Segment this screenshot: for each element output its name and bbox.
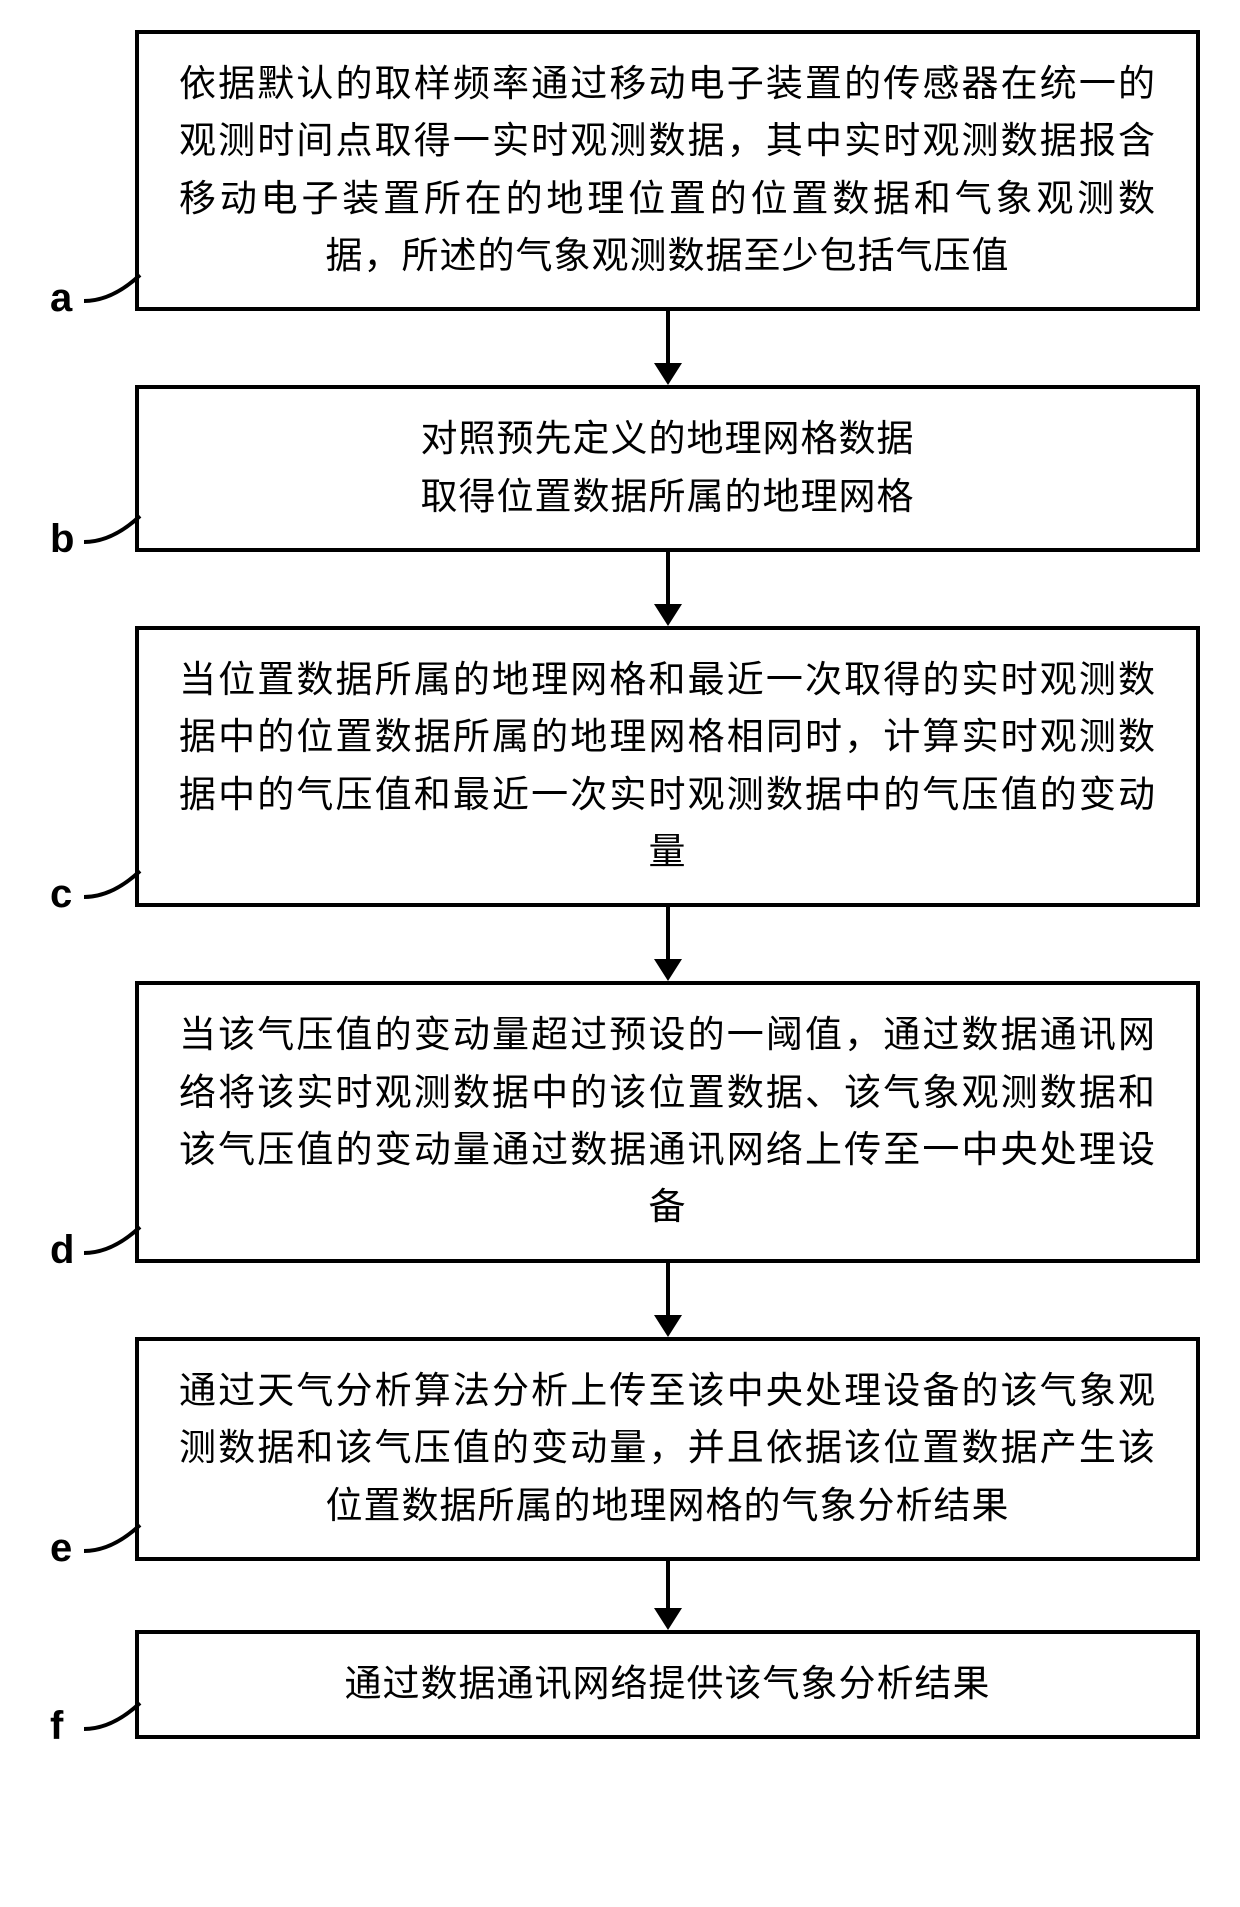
connector-curve-icon bbox=[82, 1701, 142, 1731]
arrow-line bbox=[666, 311, 670, 364]
connector-curve-icon bbox=[82, 1523, 142, 1553]
step-label-letter: e bbox=[50, 1526, 72, 1571]
flowchart-arrow bbox=[654, 311, 682, 385]
step-label-area: d bbox=[40, 981, 135, 1262]
connector-curve-icon bbox=[82, 869, 142, 899]
flowchart-box: 通过天气分析算法分析上传至该中央处理设备的该气象观测数据和该气压值的变动量，并且… bbox=[135, 1337, 1200, 1561]
connector-curve-icon bbox=[82, 1225, 142, 1255]
flowchart-step-b: b 对照预先定义的地理网格数据取得位置数据所属的地理网格 bbox=[40, 385, 1200, 552]
flowchart-step-d: d当该气压值的变动量超过预设的一阈值，通过数据通讯网络将该实时观测数据中的该位置… bbox=[40, 981, 1200, 1262]
step-label-letter: a bbox=[50, 276, 72, 321]
flowchart-box-text: 对照预先定义的地理网格数据取得位置数据所属的地理网格 bbox=[179, 411, 1156, 526]
flowchart-box-text: 通过数据通讯网络提供该气象分析结果 bbox=[179, 1656, 1156, 1713]
flowchart-box-text: 通过天气分析算法分析上传至该中央处理设备的该气象观测数据和该气压值的变动量，并且… bbox=[179, 1363, 1156, 1535]
flowchart-box: 对照预先定义的地理网格数据取得位置数据所属的地理网格 bbox=[135, 385, 1200, 552]
arrow-wrapper bbox=[40, 1561, 1200, 1630]
arrow-head-icon bbox=[654, 604, 682, 626]
flowchart-arrow bbox=[654, 552, 682, 626]
flowchart-arrow bbox=[654, 907, 682, 981]
flowchart-box: 当该气压值的变动量超过预设的一阈值，通过数据通讯网络将该实时观测数据中的该位置数… bbox=[135, 981, 1200, 1262]
arrow-wrapper bbox=[40, 311, 1200, 385]
step-label-area: b bbox=[40, 385, 135, 552]
flowchart-step-c: c当位置数据所属的地理网格和最近一次取得的实时观测数据中的位置数据所属的地理网格… bbox=[40, 626, 1200, 907]
step-label-area: f bbox=[40, 1630, 135, 1739]
flowchart-box-text: 当该气压值的变动量超过预设的一阈值，通过数据通讯网络将该实时观测数据中的该位置数… bbox=[179, 1007, 1156, 1236]
flowchart-box-text: 当位置数据所属的地理网格和最近一次取得的实时观测数据中的位置数据所属的地理网格相… bbox=[179, 652, 1156, 881]
step-label-area: e bbox=[40, 1337, 135, 1561]
flowchart-box: 依据默认的取样频率通过移动电子装置的传感器在统一的观测时间点取得一实时观测数据，… bbox=[135, 30, 1200, 311]
arrow-wrapper bbox=[40, 907, 1200, 981]
arrow-wrapper bbox=[40, 1263, 1200, 1337]
flowchart-container: a依据默认的取样频率通过移动电子装置的传感器在统一的观测时间点取得一实时观测数据… bbox=[40, 30, 1200, 1739]
flowchart-step-f: f 通过数据通讯网络提供该气象分析结果 bbox=[40, 1630, 1200, 1739]
arrow-line bbox=[666, 1263, 670, 1316]
arrow-line bbox=[666, 552, 670, 605]
arrow-wrapper bbox=[40, 552, 1200, 626]
step-label-letter: c bbox=[50, 872, 72, 917]
arrow-head-icon bbox=[654, 1608, 682, 1630]
arrow-line bbox=[666, 907, 670, 960]
flowchart-box: 当位置数据所属的地理网格和最近一次取得的实时观测数据中的位置数据所属的地理网格相… bbox=[135, 626, 1200, 907]
flowchart-box: 通过数据通讯网络提供该气象分析结果 bbox=[135, 1630, 1200, 1739]
flowchart-box-text: 依据默认的取样频率通过移动电子装置的传感器在统一的观测时间点取得一实时观测数据，… bbox=[179, 56, 1156, 285]
step-label-letter: b bbox=[50, 517, 74, 562]
connector-curve-icon bbox=[82, 514, 142, 544]
flowchart-step-e: e 通过天气分析算法分析上传至该中央处理设备的该气象观测数据和该气压值的变动量，并… bbox=[40, 1337, 1200, 1561]
step-label-letter: f bbox=[50, 1704, 63, 1749]
arrow-line bbox=[666, 1561, 670, 1609]
step-label-area: c bbox=[40, 626, 135, 907]
arrow-head-icon bbox=[654, 363, 682, 385]
arrow-head-icon bbox=[654, 1315, 682, 1337]
step-label-letter: d bbox=[50, 1228, 74, 1273]
connector-curve-icon bbox=[82, 273, 142, 303]
flowchart-arrow bbox=[654, 1561, 682, 1630]
flowchart-arrow bbox=[654, 1263, 682, 1337]
arrow-head-icon bbox=[654, 959, 682, 981]
flowchart-step-a: a依据默认的取样频率通过移动电子装置的传感器在统一的观测时间点取得一实时观测数据… bbox=[40, 30, 1200, 311]
step-label-area: a bbox=[40, 30, 135, 311]
